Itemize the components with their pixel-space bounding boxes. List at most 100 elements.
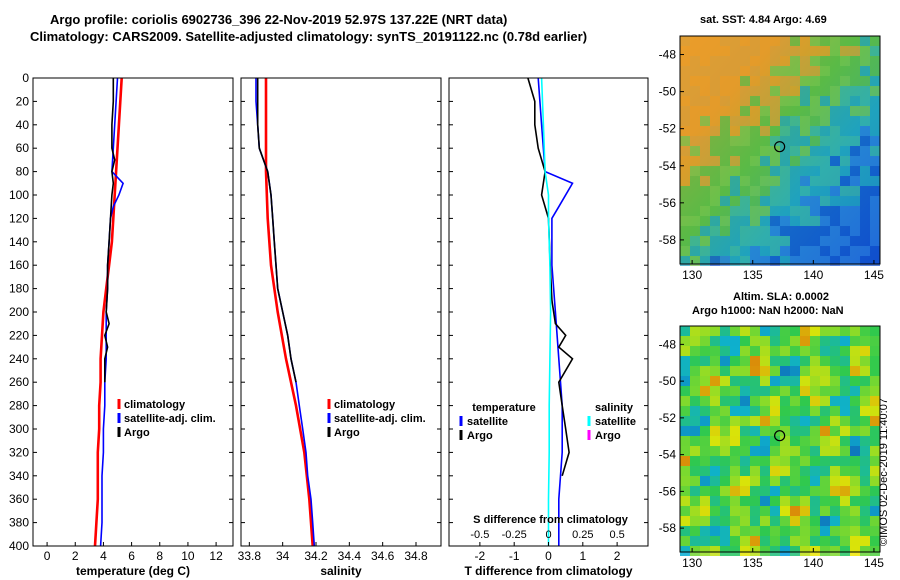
- sst-cell: [750, 36, 760, 46]
- sst-cell: [780, 246, 790, 256]
- sla-cell: [870, 526, 880, 536]
- sla-cell: [820, 526, 830, 536]
- sla-cell: [720, 446, 730, 456]
- sla-cell: [690, 346, 700, 356]
- sla-cell: [690, 526, 700, 536]
- sst-cell: [700, 56, 710, 66]
- sla-cell: [800, 386, 810, 396]
- sst-cell: [720, 176, 730, 186]
- sla-cell: [800, 326, 810, 336]
- sla-cell: [760, 376, 770, 386]
- sla-cell: [690, 426, 700, 436]
- sst-cell: [740, 106, 750, 116]
- sla-cell: [840, 386, 850, 396]
- sst-cell: [690, 146, 700, 156]
- sst-cell: [740, 76, 750, 86]
- sst-cell: [720, 196, 730, 206]
- sla-cell: [720, 516, 730, 526]
- sst-cell: [810, 86, 820, 96]
- sla-cell: [820, 486, 830, 496]
- sst-cell: [690, 216, 700, 226]
- sst-cell: [680, 106, 690, 116]
- sst-cell: [710, 86, 720, 96]
- sla-cell: [780, 436, 790, 446]
- sst-cell: [730, 206, 740, 216]
- y-tick-label: 20: [16, 94, 30, 108]
- sst-cell: [810, 206, 820, 216]
- sla-cell: [780, 366, 790, 376]
- sla-cell: [800, 456, 810, 466]
- sst-cell: [740, 96, 750, 106]
- sst-cell: [690, 86, 700, 96]
- sst-cell: [740, 176, 750, 186]
- sst-cell: [810, 46, 820, 56]
- sla-cell: [810, 516, 820, 526]
- sla-cell: [800, 376, 810, 386]
- sla-cell: [860, 436, 870, 446]
- sst-cell: [750, 56, 760, 66]
- sla-cell: [710, 426, 720, 436]
- sla-cell: [820, 386, 830, 396]
- sst-cell: [800, 236, 810, 246]
- sla-cell: [840, 416, 850, 426]
- sla-cell: [680, 456, 690, 466]
- sst-cell: [700, 116, 710, 126]
- sst-cell: [790, 156, 800, 166]
- sla-cell: [790, 526, 800, 536]
- sst-cell: [870, 166, 880, 176]
- sst-cell: [850, 66, 860, 76]
- sla-cell: [740, 546, 750, 556]
- sla-cell: [750, 536, 760, 546]
- sla-cell: [800, 486, 810, 496]
- sst-cell: [780, 116, 790, 126]
- sst-cell: [800, 46, 810, 56]
- sst-cell: [760, 196, 770, 206]
- sst-cell: [810, 226, 820, 236]
- sla-cell: [780, 336, 790, 346]
- sst-cell: [850, 146, 860, 156]
- sla-cell: [700, 536, 710, 546]
- sla-cell: [690, 456, 700, 466]
- sla-cell: [870, 436, 880, 446]
- sla-cell: [820, 516, 830, 526]
- sla-cell: [850, 366, 860, 376]
- sla-cell: [840, 496, 850, 506]
- sst-cell: [700, 66, 710, 76]
- sst-cell: [870, 236, 880, 246]
- sla-cell: [820, 346, 830, 356]
- sst-cell: [780, 96, 790, 106]
- series-line-argo: [103, 78, 116, 383]
- sst-cell: [820, 206, 830, 216]
- sst-cell: [690, 196, 700, 206]
- sla-cell: [770, 376, 780, 386]
- sla-cell: [860, 496, 870, 506]
- sst-cell: [760, 156, 770, 166]
- x-tick-label: 34.2: [304, 549, 328, 563]
- sst-cell: [770, 166, 780, 176]
- sla-cell: [860, 466, 870, 476]
- sla-cell: [760, 486, 770, 496]
- sst-cell: [820, 86, 830, 96]
- sla-cell: [770, 346, 780, 356]
- sst-cell: [720, 36, 730, 46]
- sla-cell: [800, 496, 810, 506]
- sla-cell: [700, 526, 710, 536]
- sst-cell: [800, 36, 810, 46]
- sla-cell: [690, 466, 700, 476]
- sla-cell: [680, 346, 690, 356]
- x-tick-label: 4: [100, 549, 107, 563]
- sst-cell: [820, 36, 830, 46]
- sst-cell: [810, 196, 820, 206]
- sla-cell: [830, 476, 840, 486]
- sla-cell: [770, 536, 780, 546]
- sla-cell: [870, 496, 880, 506]
- sst-cell: [710, 56, 720, 66]
- sla-cell: [750, 466, 760, 476]
- sst-cell: [780, 126, 790, 136]
- sla-cell: [690, 516, 700, 526]
- chart-title-line1: Argo profile: coriolis 6902736_396 22-No…: [50, 12, 508, 27]
- sst-cell: [830, 246, 840, 256]
- sst-cell: [820, 76, 830, 86]
- sst-cell: [780, 196, 790, 206]
- sst-cell: [720, 166, 730, 176]
